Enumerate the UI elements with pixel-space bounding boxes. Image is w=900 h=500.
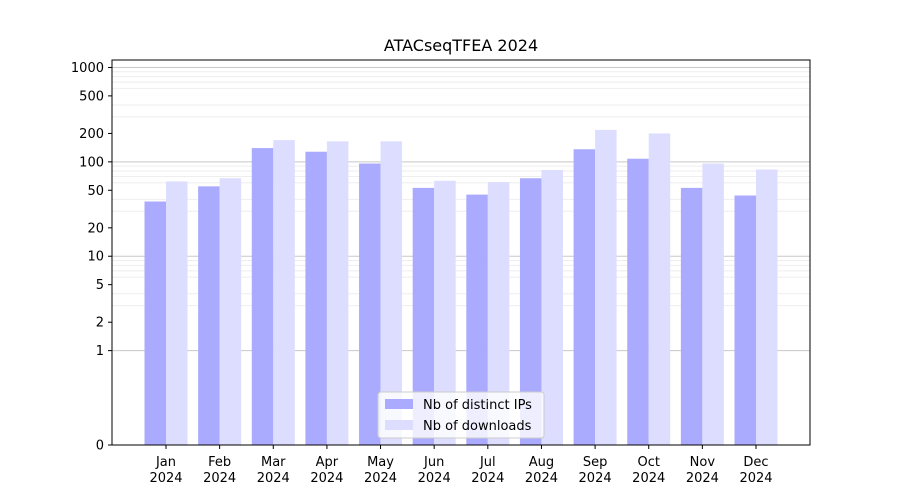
x-tick-label-year: 2024 (149, 471, 182, 486)
bar-distinct-ips-dec (734, 195, 756, 445)
legend-swatch (385, 399, 413, 409)
x-tick-label-year: 2024 (686, 471, 719, 486)
x-tick-label-month: Jun (423, 455, 444, 470)
y-tick-label: 1 (96, 344, 104, 359)
y-tick-label: 1000 (71, 61, 104, 76)
bar-distinct-ips-may (359, 163, 381, 446)
x-tick-label-month: May (367, 455, 394, 470)
x-tick-label-month: Oct (637, 455, 659, 470)
x-tick-label-year: 2024 (525, 471, 558, 486)
x-tick-label-year: 2024 (471, 471, 504, 486)
x-tick-label-month: Nov (690, 455, 716, 470)
y-tick-label: 500 (79, 89, 104, 104)
bars (144, 129, 778, 446)
bar-distinct-ips-sep (573, 149, 596, 445)
bar-downloads-may (380, 141, 403, 446)
legend-swatch (385, 420, 413, 430)
bar-distinct-ips-jun (412, 187, 435, 446)
chart-title: ATACseqTFEA 2024 (384, 36, 538, 55)
x-tick-label-year: 2024 (739, 471, 772, 486)
bar-downloads-jul (487, 182, 510, 445)
y-tick-label: 20 (87, 221, 104, 236)
bar-downloads-jan (166, 181, 188, 445)
bar-downloads-apr (326, 141, 349, 446)
x-tick-label-year: 2024 (257, 471, 290, 486)
bar-distinct-ips-aug (519, 178, 542, 445)
bar-downloads-dec (756, 169, 778, 445)
x-tick-label-month: Dec (743, 455, 768, 470)
bar-downloads-oct (648, 133, 671, 445)
x-tick-label-month: Sep (583, 455, 608, 470)
plot-frame (111, 59, 811, 446)
bar-distinct-ips-mar (251, 148, 274, 445)
x-tick-label-year: 2024 (203, 471, 236, 486)
x-tick-label-year: 2024 (632, 471, 665, 486)
bar-distinct-ips-feb (198, 186, 220, 445)
legend-box (377, 391, 545, 439)
x-tick-label-year: 2024 (310, 471, 343, 486)
bar-distinct-ips-jul (466, 194, 488, 445)
y-tick-label: 10 (87, 250, 104, 265)
x-tick-label-month: Feb (208, 455, 231, 470)
x-tick-label-month: Mar (261, 455, 286, 470)
x-tick-label-month: Apr (316, 455, 339, 470)
legend-label: Nb of downloads (423, 419, 532, 434)
x-tick-label-month: Jul (479, 455, 496, 470)
bar-distinct-ips-apr (305, 151, 327, 446)
y-tick-label: 50 (87, 184, 104, 199)
bar-downloads-jun (434, 180, 456, 445)
y-tick-label: 5 (96, 278, 104, 293)
bar-distinct-ips-jan (144, 201, 166, 445)
bar-distinct-ips-nov (680, 187, 703, 446)
y-tick-label: 2 (96, 316, 104, 331)
x-tick-label-month: Aug (529, 455, 554, 470)
y-tick-label: 100 (79, 155, 104, 170)
x-tick-label-year: 2024 (418, 471, 451, 486)
y-tick-label: 200 (79, 127, 104, 142)
legend-label: Nb of distinct IPs (423, 398, 532, 413)
axes: 01251020501002005001000Jan2024Feb2024Mar… (71, 59, 811, 486)
bar-downloads-sep (595, 129, 617, 446)
x-tick-label-year: 2024 (364, 471, 397, 486)
bar-downloads-aug (541, 169, 563, 446)
bar-distinct-ips-oct (627, 158, 649, 445)
x-tick-label-month: Jan (155, 455, 176, 470)
bar-downloads-nov (702, 163, 724, 446)
bar-downloads-feb (219, 178, 242, 445)
x-tick-label-year: 2024 (579, 471, 612, 486)
legend: Nb of distinct IPs Nb of downloads (377, 391, 545, 439)
y-tick-label: 0 (96, 439, 104, 454)
bar-downloads-mar (273, 140, 295, 445)
